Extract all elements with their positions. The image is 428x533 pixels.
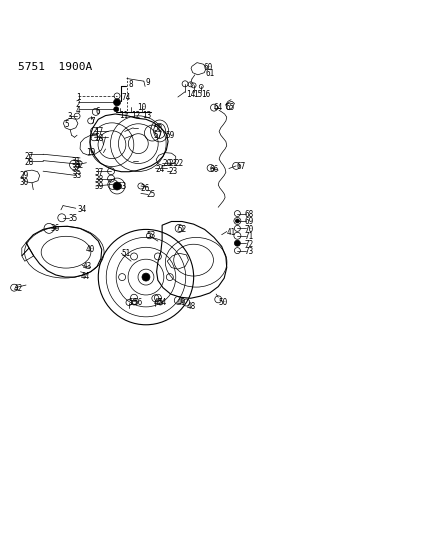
Text: 42: 42: [13, 284, 23, 293]
Text: 54: 54: [158, 298, 167, 307]
Text: 6: 6: [96, 107, 101, 116]
Text: 13: 13: [142, 110, 151, 119]
Text: 12: 12: [131, 110, 140, 119]
Text: 63: 63: [117, 182, 126, 191]
Text: 31: 31: [71, 157, 81, 166]
Text: 34: 34: [77, 205, 86, 214]
Text: 27: 27: [25, 152, 34, 161]
Text: 17: 17: [94, 127, 103, 136]
Text: 14: 14: [186, 91, 196, 100]
Text: 74: 74: [121, 93, 131, 102]
Text: 19: 19: [86, 148, 96, 157]
Text: 10: 10: [137, 103, 147, 112]
Text: 50: 50: [218, 298, 228, 307]
Text: 66: 66: [210, 165, 219, 174]
Circle shape: [114, 107, 119, 112]
Text: 55: 55: [128, 298, 137, 307]
Text: 32: 32: [71, 164, 81, 173]
Text: 2: 2: [76, 100, 80, 109]
Text: 20: 20: [162, 159, 171, 168]
Text: 48: 48: [186, 302, 196, 311]
Text: 29: 29: [20, 171, 29, 180]
Text: 21: 21: [169, 159, 178, 168]
Text: 59: 59: [165, 131, 174, 140]
Text: 4: 4: [76, 106, 80, 115]
Text: 15: 15: [193, 91, 203, 100]
Text: 25: 25: [146, 190, 155, 199]
Text: 65: 65: [226, 103, 235, 112]
Text: 72: 72: [245, 240, 254, 249]
Text: 68: 68: [245, 210, 254, 219]
Circle shape: [235, 219, 239, 223]
Text: 60: 60: [203, 63, 213, 72]
Text: 26: 26: [141, 184, 150, 192]
Text: 23: 23: [169, 167, 178, 176]
Text: 40: 40: [86, 245, 95, 254]
Circle shape: [113, 99, 121, 106]
Text: 5751  1900A: 5751 1900A: [18, 62, 92, 71]
Text: 71: 71: [245, 232, 254, 241]
Circle shape: [142, 273, 150, 281]
Text: 70: 70: [245, 225, 254, 234]
Text: 43: 43: [82, 262, 92, 271]
Text: 69: 69: [245, 217, 254, 226]
Text: 44: 44: [80, 271, 90, 280]
Text: 7: 7: [91, 117, 95, 126]
Text: 9: 9: [146, 78, 151, 87]
Text: 67: 67: [236, 163, 245, 172]
Text: 16: 16: [201, 91, 211, 100]
Text: 18: 18: [94, 134, 103, 143]
Text: 47: 47: [154, 298, 163, 307]
Circle shape: [235, 240, 241, 246]
Text: 36: 36: [51, 224, 60, 233]
Text: 62: 62: [74, 161, 84, 171]
Text: 11: 11: [119, 110, 129, 119]
Text: 58: 58: [154, 124, 163, 133]
Text: 73: 73: [245, 247, 254, 256]
Text: 35: 35: [68, 214, 78, 223]
Text: 24: 24: [155, 165, 165, 174]
Circle shape: [113, 182, 121, 190]
Text: 61: 61: [205, 69, 215, 78]
Text: 22: 22: [175, 159, 184, 168]
Text: 5: 5: [64, 120, 69, 129]
Text: 64: 64: [213, 103, 223, 112]
Text: 3: 3: [67, 111, 72, 120]
Text: 28: 28: [25, 158, 34, 167]
Text: 37: 37: [95, 168, 104, 177]
Text: 8: 8: [128, 80, 133, 90]
Text: 33: 33: [73, 171, 82, 180]
Text: 57: 57: [154, 131, 163, 140]
Text: 39: 39: [95, 182, 104, 191]
Text: 56: 56: [133, 298, 143, 307]
Text: 41: 41: [227, 228, 236, 237]
Text: 53: 53: [147, 231, 156, 240]
Text: 38: 38: [95, 175, 104, 184]
Text: 1: 1: [76, 93, 80, 102]
Text: 51: 51: [121, 249, 131, 258]
Text: 52: 52: [178, 225, 187, 234]
Text: 30: 30: [20, 179, 29, 187]
Text: 49: 49: [177, 298, 186, 307]
